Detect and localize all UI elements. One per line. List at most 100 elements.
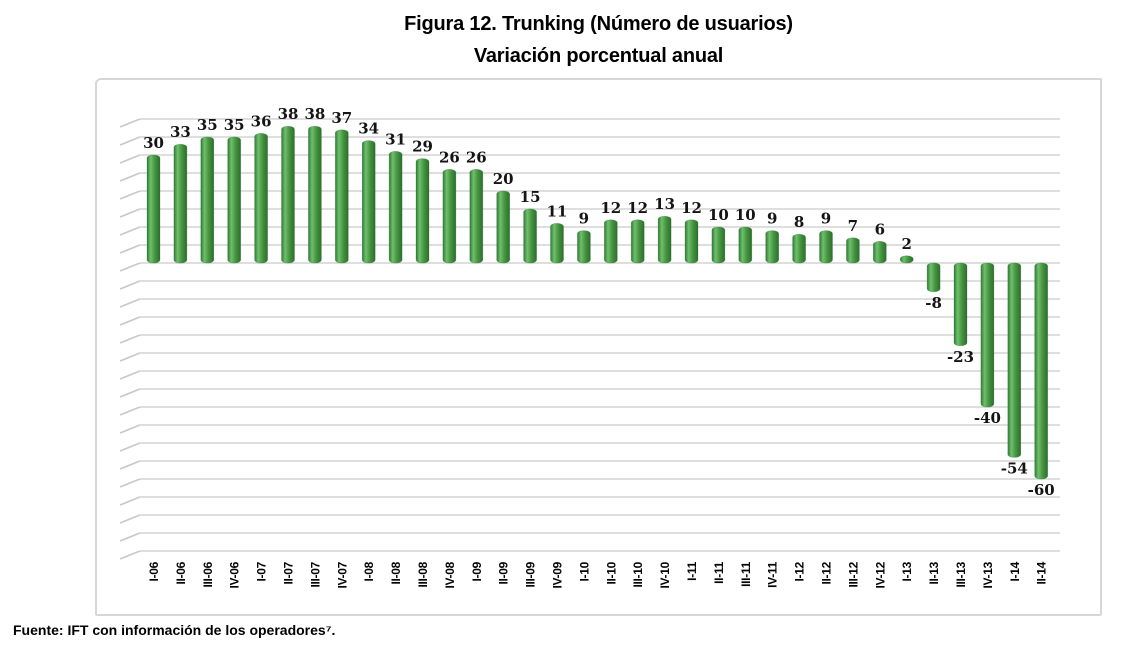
bar-value-label: 12 <box>627 199 648 217</box>
bar-value-label: 38 <box>304 105 325 123</box>
bar <box>1007 262 1022 458</box>
bar-value-label: 10 <box>735 206 756 224</box>
gridline-depth-tick <box>119 406 141 416</box>
gridline-depth-tick <box>119 154 141 164</box>
x-axis-tick-label: II-08 <box>389 561 403 584</box>
x-axis-tick-label: II-07 <box>282 561 296 584</box>
bar-value-label: 15 <box>520 188 541 206</box>
x-axis-tick-label: III-08 <box>416 561 430 587</box>
bar <box>550 223 564 264</box>
gridline-depth-tick <box>119 190 141 200</box>
x-axis-tick-label: III-09 <box>524 561 538 587</box>
bar <box>899 255 914 264</box>
bar-value-label: 36 <box>251 112 272 130</box>
gridline-depth-tick <box>119 442 141 452</box>
bar-value-label: -40 <box>974 409 1001 427</box>
bar-value-label: -8 <box>925 294 942 312</box>
x-axis-tick-label: III-11 <box>739 561 753 587</box>
bar <box>926 262 941 293</box>
bar <box>388 151 403 264</box>
x-axis-tick-label: IV-09 <box>551 561 565 588</box>
source-note: Fuente: IFT con información de los opera… <box>13 622 336 638</box>
x-axis-tick-label: IV-08 <box>443 561 457 588</box>
bar <box>792 233 806 264</box>
bar <box>711 226 726 264</box>
bar <box>442 169 457 264</box>
bar <box>872 241 887 264</box>
bar-value-label: 12 <box>600 199 621 217</box>
x-axis-tick-label: I-08 <box>362 561 376 581</box>
bar-value-label: 34 <box>358 120 379 138</box>
x-axis-tick-label: III-06 <box>201 561 215 587</box>
gridline-depth-tick <box>119 514 141 524</box>
bar <box>227 136 242 264</box>
bar-value-label: 10 <box>708 206 729 224</box>
x-axis-tick-label: IV-10 <box>658 561 672 588</box>
x-axis-tick-label: I-11 <box>685 561 699 580</box>
bar-value-label: -54 <box>1001 459 1028 477</box>
gridline-depth-tick <box>119 496 141 506</box>
x-axis-tick-label: II-09 <box>497 561 511 584</box>
gridline-depth-tick <box>119 136 141 146</box>
x-axis-tick-label: II-13 <box>927 561 941 584</box>
bar-chart: 30 I-06 33 II-06 35 III-06 35 IV-06 36 I-07 38 II-0… <box>119 105 1060 589</box>
bar-value-label: -60 <box>1028 481 1055 499</box>
bar <box>415 158 430 264</box>
gridline-depth-tick <box>119 262 141 272</box>
bar <box>334 129 349 264</box>
bar <box>281 125 295 264</box>
bar-value-label: 8 <box>794 213 804 231</box>
bar-value-label: 35 <box>197 116 218 134</box>
bar <box>684 219 699 264</box>
bar-value-label: 12 <box>681 199 702 217</box>
gridline-depth-tick <box>119 424 141 434</box>
bar <box>254 133 268 264</box>
x-axis-tick-label: III-12 <box>846 561 860 587</box>
bar-value-label: 35 <box>224 116 245 134</box>
gridline-depth-tick <box>119 172 141 182</box>
x-axis-tick-label: III-07 <box>308 561 322 587</box>
bar-value-label: 31 <box>385 130 406 148</box>
gridline-depth-tick <box>119 280 141 290</box>
gridline-depth-tick <box>119 244 141 254</box>
x-axis-tick-label: I-10 <box>577 561 591 581</box>
x-axis-tick-label: I-14 <box>1008 561 1022 581</box>
bar <box>953 262 968 347</box>
bar-value-label: 9 <box>767 210 777 228</box>
bar-value-label: -23 <box>947 348 974 366</box>
bar <box>980 262 995 408</box>
gridline-depth-tick <box>119 532 141 542</box>
chart-title-line1: Figura 12. Trunking (Número de usuarios) <box>404 13 793 35</box>
gridline-depth-tick <box>119 460 141 470</box>
bar-value-label: 26 <box>439 148 460 166</box>
gridline-depth-tick <box>119 352 141 362</box>
bar-value-label: 9 <box>579 210 589 228</box>
bar <box>738 226 753 264</box>
bar <box>361 140 376 264</box>
bar-value-label: 33 <box>170 123 191 141</box>
bar-value-label: 29 <box>412 138 433 156</box>
x-axis-tick-label: IV-13 <box>981 561 995 588</box>
x-axis-tick-label: II-10 <box>604 561 618 584</box>
gridline-depth-tick <box>119 118 141 128</box>
x-axis-tick-label: IV-11 <box>766 561 780 587</box>
bar-value-label: 30 <box>143 134 164 152</box>
x-axis-tick-label: I-07 <box>255 561 269 581</box>
x-axis-tick-label: I-09 <box>470 561 484 581</box>
gridline-depth-tick <box>119 298 141 308</box>
bar-value-label: 38 <box>278 105 299 123</box>
bar <box>819 230 833 264</box>
gridline-depth-tick <box>119 370 141 380</box>
gridline-depth-tick <box>119 334 141 344</box>
gridline-depth-tick <box>119 316 141 326</box>
x-axis-tick-label: II-14 <box>1035 561 1049 584</box>
x-axis-tick-label: IV-06 <box>228 561 242 588</box>
bar <box>846 237 860 264</box>
bar-value-label: 13 <box>654 195 675 213</box>
x-axis-tick-label: II-12 <box>820 561 834 584</box>
bar <box>496 190 511 264</box>
x-axis-tick-label: I-06 <box>147 561 161 581</box>
bar <box>630 219 645 264</box>
bar-value-label: 20 <box>493 170 514 188</box>
